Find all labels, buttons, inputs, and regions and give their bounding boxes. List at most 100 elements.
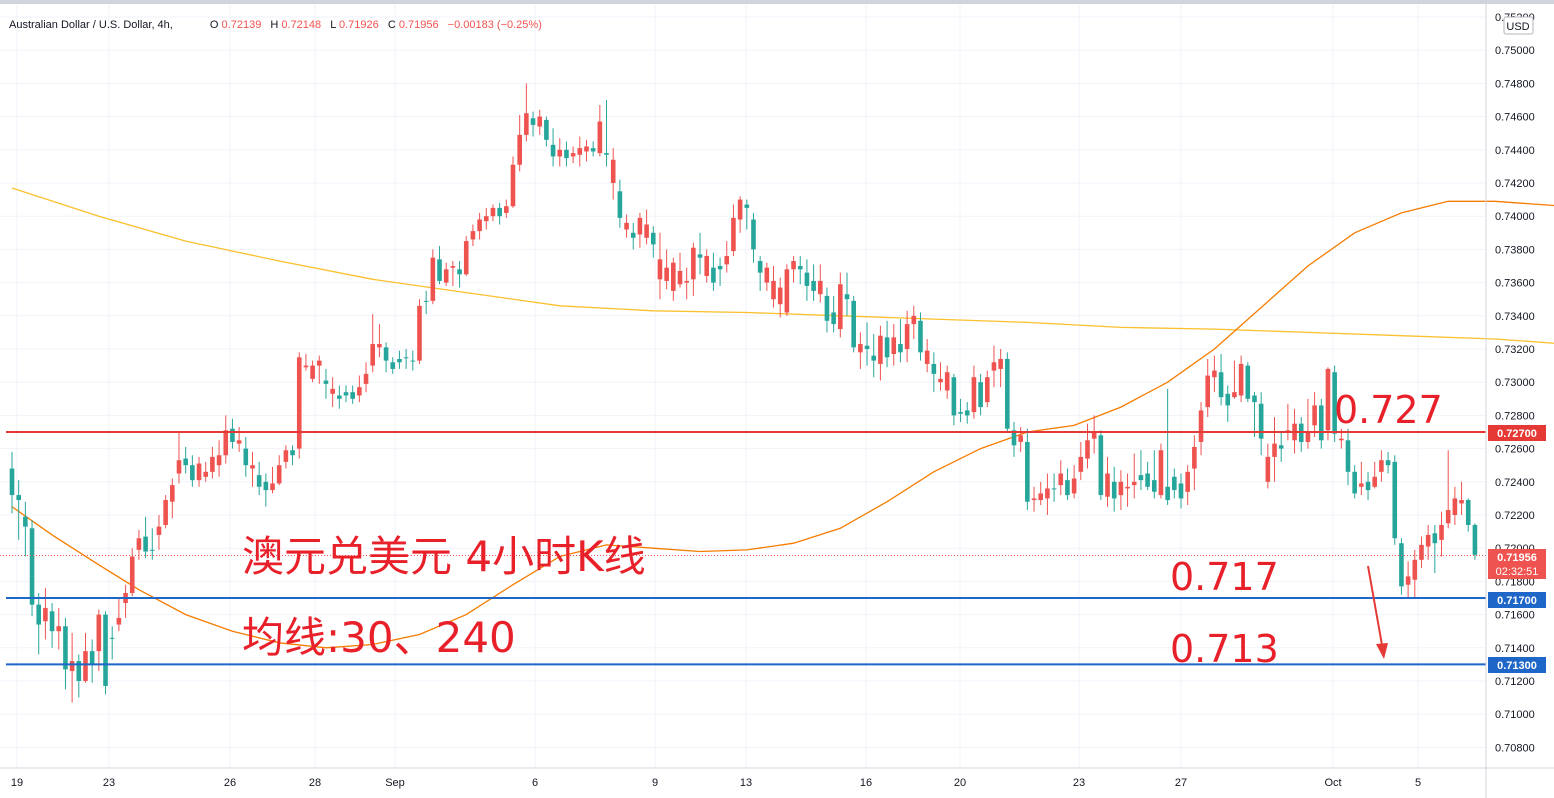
candle-body <box>116 617 122 625</box>
candle-body <box>36 604 42 625</box>
time-tick-label: 19 <box>11 777 23 789</box>
candle-body <box>570 153 576 157</box>
candle-body <box>316 360 322 366</box>
candle-body <box>183 458 188 466</box>
candle-body <box>597 121 603 154</box>
level-713-price-tag <box>1488 657 1546 673</box>
candle-body <box>838 284 843 330</box>
candle-body <box>1198 410 1204 442</box>
current-price-tag <box>1488 549 1546 579</box>
time-axis[interactable]: 19 23 26 28 Sep 6 9 13 16 20 23 27 Oct 5 <box>11 777 1421 789</box>
candle-body <box>724 256 730 265</box>
candle-body <box>49 611 55 632</box>
level-727-annotation: 0.727 <box>1334 388 1443 432</box>
ma30-path <box>11 200 1554 649</box>
candle-body <box>210 456 215 472</box>
candle-body <box>1265 456 1271 482</box>
candle-body <box>23 516 28 527</box>
candle-body <box>203 471 209 477</box>
candle-body <box>684 280 689 283</box>
time-tick-label: 20 <box>954 777 966 789</box>
candle-body <box>1445 510 1451 524</box>
candle-body <box>1325 368 1331 431</box>
candle-body <box>924 350 930 364</box>
candle-body <box>69 661 75 672</box>
candle-body <box>998 358 1003 369</box>
high-value: 0.72148 <box>281 19 321 31</box>
price-tick-label: 0.72600 <box>1495 444 1535 456</box>
candle-body <box>1158 450 1164 496</box>
candle-body <box>664 267 669 281</box>
candle-body <box>83 651 88 681</box>
candle-body <box>831 312 836 325</box>
candle-body <box>343 392 349 396</box>
candle-body <box>1051 488 1057 490</box>
candle-body <box>323 380 329 384</box>
candle-body <box>1385 460 1391 466</box>
candle-body <box>1232 392 1237 398</box>
candle-body <box>256 475 262 487</box>
candle-body <box>711 267 716 283</box>
candle-body <box>704 256 710 276</box>
price-tick-label: 0.73200 <box>1495 344 1535 356</box>
candle-body <box>370 344 376 366</box>
candle-body <box>417 305 422 361</box>
candle-body <box>884 337 890 358</box>
candle-body <box>1011 430 1017 446</box>
candle-body <box>296 357 302 449</box>
candle-body <box>1245 365 1251 399</box>
candle-body <box>1085 440 1090 459</box>
open-value: 0.72139 <box>222 19 262 31</box>
candles <box>9 83 1478 703</box>
candle-body <box>991 362 997 371</box>
candle-body <box>644 224 649 238</box>
candle-body <box>844 294 850 300</box>
candle-body <box>1312 405 1317 426</box>
candle-body <box>898 344 903 353</box>
down-arrow-shaft <box>1367 565 1383 646</box>
candle-body <box>751 219 756 250</box>
candle-body <box>777 287 783 305</box>
candle-body <box>43 607 48 622</box>
price-tick-label: 0.72400 <box>1495 477 1535 489</box>
low-value: 0.71926 <box>339 19 379 31</box>
candle-body <box>504 206 509 213</box>
price-tick-label: 0.71200 <box>1495 676 1535 688</box>
candle-body <box>657 259 663 280</box>
price-axis[interactable]: 0.752000.750000.748000.746000.744000.742… <box>1495 12 1535 754</box>
candle-body <box>330 388 335 394</box>
candle-body <box>190 465 195 481</box>
candle-body <box>470 231 476 240</box>
candle-body <box>771 280 776 300</box>
candle-body <box>1218 372 1224 398</box>
candle-body <box>450 266 456 268</box>
candle-body <box>1118 481 1124 496</box>
candle-body <box>971 377 977 413</box>
candle-body <box>737 199 743 220</box>
time-tick-label: 13 <box>740 777 752 789</box>
candle-body <box>1332 372 1337 434</box>
candle-body <box>263 481 269 491</box>
candle-body <box>824 295 830 321</box>
candle-body <box>29 528 35 605</box>
candle-body <box>437 259 442 281</box>
candle-body <box>230 428 235 442</box>
high-label: H <box>270 19 278 31</box>
chart-header: Australian Dollar / U.S. Dollar, 4h, O 0… <box>9 19 542 31</box>
candle-body <box>1212 370 1217 378</box>
candle-body <box>1372 476 1378 487</box>
candle-body <box>1111 481 1117 499</box>
candle-body <box>764 267 770 283</box>
candle-body <box>1071 478 1077 494</box>
candle-body <box>443 269 449 283</box>
price-tick-label: 0.72800 <box>1495 410 1535 422</box>
currency-badge[interactable] <box>1503 16 1534 35</box>
candle-body <box>357 387 362 396</box>
candle-body <box>1392 461 1398 539</box>
candle-body <box>1305 432 1311 442</box>
currency-badge-label: USD <box>1506 21 1529 33</box>
candle-body <box>303 365 309 368</box>
candle-body <box>1238 363 1244 396</box>
candle-body <box>1412 559 1418 580</box>
